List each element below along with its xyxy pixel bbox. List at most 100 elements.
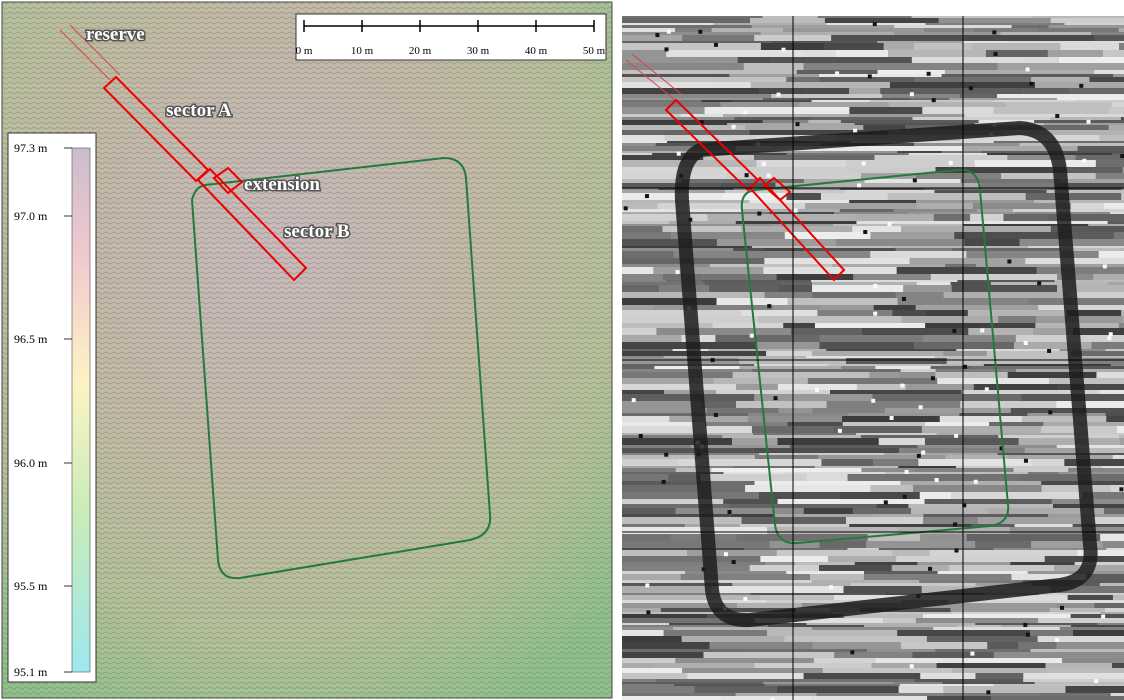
texture-stripe: [1028, 413, 1106, 416]
texture-stripe: [622, 226, 663, 232]
texture-stripe: [622, 77, 713, 82]
texture-stripe: [622, 356, 664, 358]
texture-stripe: [1100, 390, 1124, 394]
texture-stripe: [674, 684, 765, 686]
texture-stripe: [622, 562, 765, 565]
texture-stripe: [786, 193, 820, 200]
texture-stripe: [738, 57, 772, 63]
texture-stripe: [622, 649, 743, 652]
texture-stripe: [918, 562, 1011, 565]
texture-stripe: [910, 98, 949, 100]
texture-stripe: [857, 384, 906, 390]
texture-dot: [928, 567, 932, 571]
texture-stripe: [622, 143, 656, 146]
texture-stripe: [723, 114, 849, 117]
texture-stripe: [622, 298, 717, 305]
texture-stripe: [874, 305, 916, 310]
texture-stripe: [622, 435, 722, 438]
texture-stripe: [1110, 212, 1124, 214]
texture-stripe: [951, 492, 1082, 499]
texture-dot: [767, 174, 771, 178]
texture-stripe: [937, 378, 1049, 384]
texture-stripe: [1057, 98, 1124, 100]
texture-stripe: [791, 328, 862, 335]
texture-stripe: [997, 94, 1124, 98]
texture-stripe: [622, 251, 674, 258]
texture-dot: [888, 222, 892, 226]
texture-stripe: [1059, 384, 1124, 390]
texture-stripe: [622, 335, 681, 342]
texture-stripe: [622, 527, 767, 534]
texture-stripe: [836, 239, 964, 246]
texture-stripe: [815, 323, 925, 328]
map-label: reserve: [86, 24, 145, 45]
texture-stripe: [803, 50, 836, 57]
texture-stripe: [943, 682, 1035, 684]
texture-stripe: [885, 472, 918, 474]
texture-stripe: [622, 534, 671, 541]
texture-stripe: [894, 209, 978, 212]
texture-stripe: [804, 508, 853, 514]
texture-stripe: [1068, 468, 1124, 472]
texture-stripe: [1046, 668, 1124, 673]
texture-dot: [677, 152, 681, 156]
texture-stripe: [622, 305, 654, 310]
texture-stripe: [1073, 328, 1124, 335]
texture-stripe: [998, 316, 1036, 323]
texture-stripe: [1030, 649, 1124, 652]
texture-stripe: [909, 212, 1015, 214]
texture-stripe: [968, 328, 1033, 335]
texture-stripe: [622, 426, 752, 433]
texture-stripe: [820, 335, 924, 342]
texture-dot: [969, 86, 973, 90]
texture-stripe: [1094, 70, 1124, 74]
texture-dot: [664, 453, 668, 457]
texture-dot: [949, 161, 953, 165]
texture-stripe: [925, 499, 1052, 504]
texture-stripe: [750, 18, 825, 23]
texture-dot: [1037, 281, 1041, 285]
texture-stripe: [745, 125, 863, 130]
texture-stripe: [877, 504, 909, 508]
texture-dot: [815, 388, 819, 392]
texture-dot: [903, 495, 907, 499]
texture-stripe: [622, 652, 703, 658]
texture-stripe: [781, 282, 812, 285]
texture-stripe: [622, 608, 661, 612]
texture-stripe: [622, 123, 727, 125]
texture-stripe: [855, 123, 975, 125]
texture-stripe: [622, 130, 750, 135]
texture-stripe: [761, 32, 895, 35]
texture-stripe: [712, 586, 844, 593]
texture-stripe: [914, 77, 1031, 82]
texture-stripe: [1057, 445, 1124, 448]
texture-dot: [974, 480, 978, 484]
texture-stripe: [900, 372, 936, 378]
texture-stripe: [875, 658, 967, 663]
texture-stripe: [622, 88, 760, 94]
texture-stripe: [1007, 155, 1075, 160]
texture-stripe: [778, 285, 812, 292]
texture-stripe: [622, 100, 702, 102]
texture-stripe: [828, 556, 896, 562]
texture-stripe: [942, 74, 1030, 77]
texture-stripe: [769, 212, 834, 214]
texture-stripe: [778, 499, 925, 504]
texture-stripe: [816, 693, 943, 696]
texture-stripe: [622, 684, 674, 686]
texture-stripe: [844, 586, 922, 593]
texture-stripe: [622, 679, 656, 682]
texture-dot: [835, 71, 839, 75]
texture-stripe: [622, 23, 714, 25]
texture-stripe: [846, 183, 981, 188]
texture-stripe: [1095, 35, 1124, 41]
texture-stripe: [993, 100, 1075, 102]
texture-stripe: [1113, 455, 1124, 459]
texture-stripe: [721, 696, 812, 700]
texture-dot: [985, 387, 989, 391]
texture-stripe: [622, 571, 685, 574]
texture-stripe: [1108, 282, 1124, 285]
texture-stripe: [916, 305, 1038, 310]
texture-stripe: [902, 316, 998, 323]
texture-dot: [986, 690, 990, 694]
